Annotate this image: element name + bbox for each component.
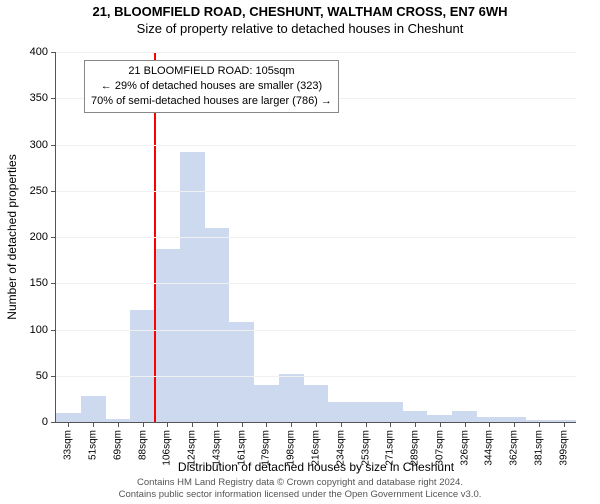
- ytick-mark: [51, 191, 56, 192]
- xtick-mark: [242, 422, 243, 427]
- xtick-mark: [415, 422, 416, 427]
- xtick-mark: [192, 422, 193, 427]
- gridline: [56, 145, 576, 146]
- xtick-mark: [143, 422, 144, 427]
- ytick-label: 350: [18, 92, 48, 104]
- histogram-bar: [56, 413, 82, 422]
- ytick-mark: [51, 330, 56, 331]
- y-axis-label: Number of detached properties: [5, 154, 19, 319]
- xtick-mark: [68, 422, 69, 427]
- xtick-mark: [366, 422, 367, 427]
- xtick-label: 271sqm: [385, 430, 396, 466]
- gridline: [56, 52, 576, 53]
- xtick-label: 124sqm: [187, 430, 198, 466]
- ytick-label: 400: [18, 46, 48, 58]
- xtick-mark: [217, 422, 218, 427]
- histogram-bar: [254, 385, 280, 422]
- xtick-label: 161sqm: [236, 430, 247, 466]
- gridline: [56, 237, 576, 238]
- gridline: [56, 191, 576, 192]
- gridline: [56, 330, 576, 331]
- xtick-label: 216sqm: [311, 430, 322, 466]
- histogram-bar: [205, 228, 231, 422]
- xtick-mark: [390, 422, 391, 427]
- histogram-bar: [403, 411, 429, 422]
- xtick-label: 253sqm: [360, 430, 371, 466]
- page-title: 21, BLOOMFIELD ROAD, CHESHUNT, WALTHAM C…: [0, 4, 600, 19]
- histogram-bar: [130, 310, 156, 422]
- xtick-mark: [291, 422, 292, 427]
- histogram-bar: [353, 402, 379, 422]
- xtick-label: 33sqm: [63, 430, 74, 460]
- footer: Contains HM Land Registry data © Crown c…: [0, 477, 600, 501]
- histogram-bar: [427, 415, 453, 422]
- xtick-label: 179sqm: [261, 430, 272, 466]
- ytick-mark: [51, 52, 56, 53]
- page-subtitle: Size of property relative to detached ho…: [0, 21, 600, 36]
- ytick-mark: [51, 283, 56, 284]
- xtick-mark: [341, 422, 342, 427]
- xtick-label: 399sqm: [558, 430, 569, 466]
- xtick-mark: [118, 422, 119, 427]
- xtick-label: 344sqm: [484, 430, 495, 466]
- histogram-bar: [279, 374, 305, 422]
- xtick-mark: [465, 422, 466, 427]
- xtick-mark: [564, 422, 565, 427]
- xtick-label: 234sqm: [335, 430, 346, 466]
- ytick-label: 50: [18, 370, 48, 382]
- ytick-mark: [51, 145, 56, 146]
- histogram-bar: [304, 385, 330, 422]
- xtick-label: 289sqm: [410, 430, 421, 466]
- xtick-mark: [514, 422, 515, 427]
- xtick-mark: [489, 422, 490, 427]
- histogram-bar: [452, 411, 478, 422]
- xtick-label: 381sqm: [533, 430, 544, 466]
- histogram-bar: [155, 249, 181, 422]
- footer-line2: Contains public sector information licen…: [0, 489, 600, 501]
- ytick-mark: [51, 422, 56, 423]
- xtick-label: 198sqm: [286, 430, 297, 466]
- xtick-label: 143sqm: [211, 430, 222, 466]
- ytick-label: 100: [18, 324, 48, 336]
- xtick-label: 88sqm: [137, 430, 148, 460]
- annotation-box: 21 BLOOMFIELD ROAD: 105sqm ← 29% of deta…: [84, 60, 339, 113]
- footer-line1: Contains HM Land Registry data © Crown c…: [0, 477, 600, 489]
- ytick-mark: [51, 98, 56, 99]
- xtick-mark: [440, 422, 441, 427]
- xtick-label: 51sqm: [88, 430, 99, 460]
- histogram-bar: [81, 396, 107, 422]
- xtick-label: 307sqm: [434, 430, 445, 466]
- histogram-bar: [180, 152, 206, 422]
- xtick-label: 326sqm: [459, 430, 470, 466]
- histogram-bar: [378, 402, 404, 422]
- xtick-mark: [167, 422, 168, 427]
- ytick-label: 0: [18, 416, 48, 428]
- xtick-label: 69sqm: [112, 430, 123, 460]
- xtick-mark: [539, 422, 540, 427]
- ytick-label: 300: [18, 139, 48, 151]
- gridline: [56, 376, 576, 377]
- annotation-line3: 70% of semi-detached houses are larger (…: [91, 94, 332, 109]
- ytick-label: 150: [18, 277, 48, 289]
- histogram-bar: [328, 402, 354, 422]
- histogram-bar: [229, 322, 255, 422]
- ytick-label: 250: [18, 185, 48, 197]
- annotation-line1: 21 BLOOMFIELD ROAD: 105sqm: [91, 64, 332, 79]
- ytick-mark: [51, 237, 56, 238]
- xtick-mark: [93, 422, 94, 427]
- ytick-mark: [51, 376, 56, 377]
- gridline: [56, 283, 576, 284]
- annotation-line2: ← 29% of detached houses are smaller (32…: [91, 79, 332, 94]
- xtick-mark: [266, 422, 267, 427]
- ytick-label: 200: [18, 231, 48, 243]
- xtick-mark: [316, 422, 317, 427]
- xtick-label: 106sqm: [162, 430, 173, 466]
- xtick-label: 362sqm: [509, 430, 520, 466]
